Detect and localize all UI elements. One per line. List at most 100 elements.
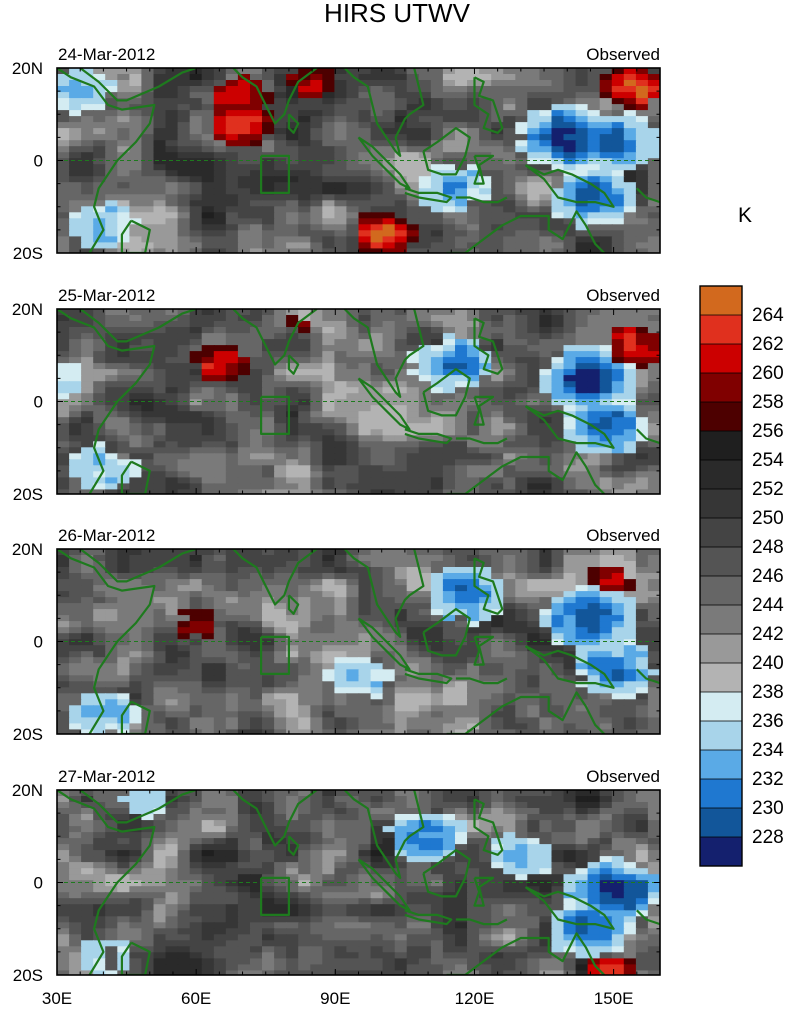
field-cell (418, 693, 432, 701)
field-cell (527, 555, 541, 562)
field-cell (563, 429, 577, 437)
field-cell (177, 699, 191, 707)
field-cell (201, 339, 215, 346)
field-cell (322, 657, 336, 664)
field-cell (491, 711, 505, 719)
field-cell (105, 591, 119, 598)
field-cell (527, 170, 541, 177)
field-cell (660, 351, 673, 358)
field-cell (298, 411, 312, 418)
field-cell (503, 681, 517, 689)
field-cell (177, 585, 191, 592)
field-cell (334, 194, 348, 202)
field-cell (515, 675, 529, 683)
field-cell (213, 435, 227, 443)
field-cell (57, 615, 70, 622)
field-cell (515, 423, 529, 430)
field-cell (346, 230, 360, 238)
field-cell (660, 579, 673, 586)
field-cell (105, 693, 119, 701)
field-cell (575, 200, 589, 208)
field-cell (201, 675, 215, 683)
field-cell (298, 705, 312, 713)
field-cell (346, 134, 360, 141)
field-cell (141, 158, 155, 165)
field-cell (611, 489, 625, 494)
field-cell (274, 657, 287, 664)
field-cell (394, 423, 408, 430)
field-cell (647, 242, 660, 250)
field-cell (599, 687, 613, 695)
field-cell (57, 555, 70, 562)
field-cell (141, 489, 155, 494)
field-cell (599, 393, 613, 400)
field-cell (165, 224, 179, 232)
field-cell (177, 393, 191, 400)
field-cell (213, 345, 227, 352)
field-cell (274, 459, 287, 467)
field-cell (69, 164, 82, 171)
field-cell (334, 621, 348, 628)
field-cell (660, 309, 673, 316)
field-cell (310, 164, 324, 171)
field-cell (141, 651, 155, 658)
field-cell (382, 639, 396, 646)
field-cell (105, 194, 119, 202)
field-cell (153, 423, 167, 430)
field-cell (225, 230, 239, 238)
coastline (636, 187, 660, 204)
field-cell (491, 393, 505, 400)
field-cell (455, 188, 468, 196)
field-cell (286, 321, 299, 328)
field-cell (346, 489, 360, 494)
field-cell (358, 681, 372, 689)
field-cell (201, 465, 215, 473)
field-cell (623, 248, 637, 253)
field-cell (346, 224, 360, 232)
field-cell (418, 92, 432, 99)
field-cell (551, 657, 565, 664)
field-cell (177, 182, 191, 189)
field-cell (69, 657, 82, 664)
field-cell (491, 188, 505, 196)
field-cell (286, 645, 299, 652)
field-cell (153, 309, 167, 316)
field-cell (129, 369, 143, 376)
field-cell (153, 597, 167, 604)
field-cell (491, 86, 505, 93)
field-cell (105, 369, 119, 376)
field-cell (129, 633, 143, 640)
field-cell (57, 723, 70, 731)
field-cell (322, 134, 336, 141)
field-cell (310, 681, 324, 689)
field-cell (298, 236, 312, 244)
field-cell (262, 230, 275, 238)
field-cell (358, 68, 372, 75)
field-cell (225, 603, 239, 610)
field-cell (105, 621, 119, 628)
field-cell (225, 236, 239, 244)
field-cell (479, 194, 492, 202)
field-cell (322, 218, 336, 226)
field-cell (635, 705, 649, 713)
field-cell (394, 405, 408, 412)
field-cell (298, 693, 312, 701)
field-cell (322, 699, 336, 707)
field-cell (358, 399, 372, 406)
field-cell (213, 687, 227, 695)
field-cell (551, 555, 565, 562)
field-cell (575, 693, 589, 701)
field-cell (418, 669, 432, 677)
field-cell (237, 230, 251, 238)
field-cell (225, 381, 239, 388)
field-cell (153, 549, 167, 556)
field-cell (455, 339, 468, 346)
field-cell (177, 453, 191, 461)
field-cell (479, 206, 492, 214)
field-cell (623, 687, 637, 695)
field-cell (635, 699, 649, 707)
field-cell (213, 579, 227, 586)
field-cell (358, 194, 372, 202)
field-cell (660, 212, 673, 219)
field-cell (647, 711, 660, 719)
